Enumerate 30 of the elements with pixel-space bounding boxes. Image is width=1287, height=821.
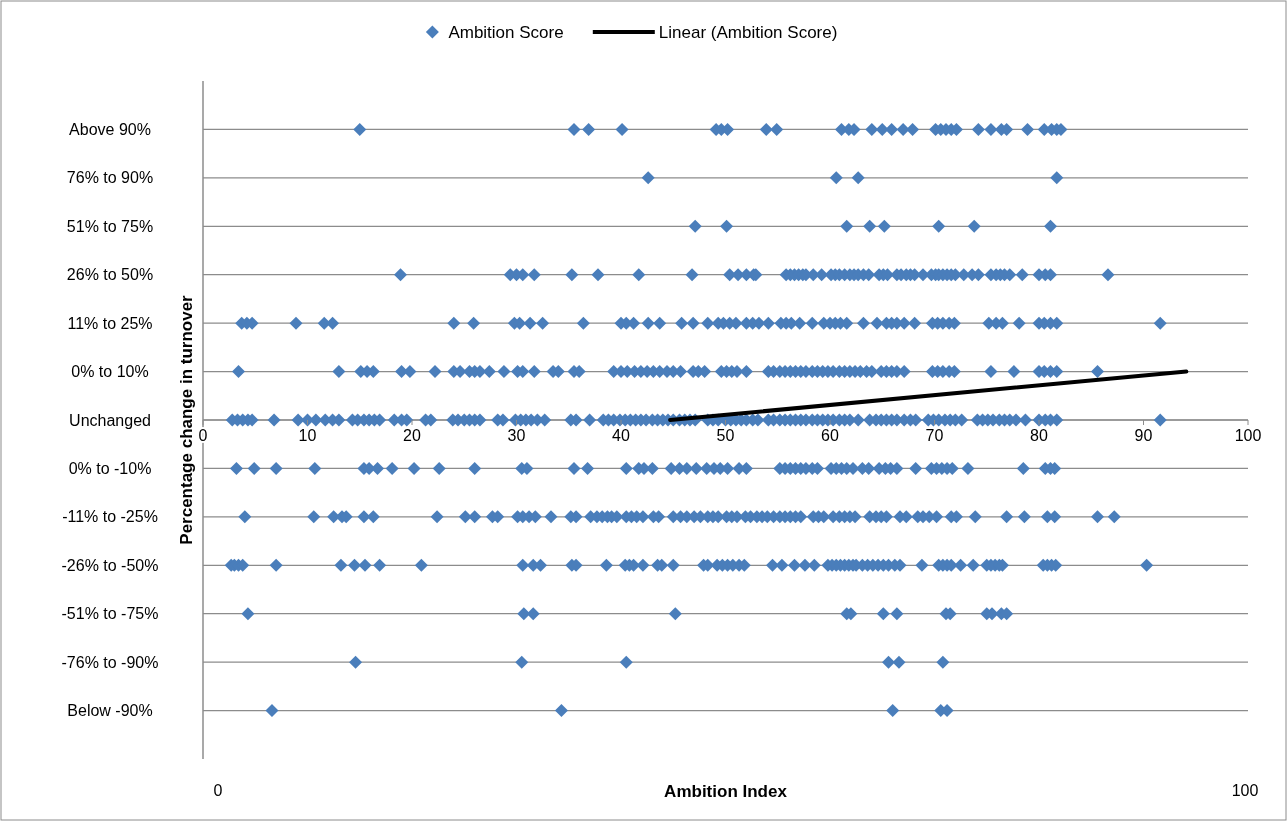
x-tick-label: 0 [198,427,208,444]
y-tick-label: -26% to -50% [61,556,159,574]
y-tick-label: -11% to -25% [62,508,158,526]
y-tick-label: 76% to 90% [66,169,154,187]
y-axis-title: Percentage change in turnover [177,294,196,545]
x-tick-label: 10 [298,427,317,444]
y-tick-label: 11% to 25% [67,314,153,332]
x-axis-title: Ambition Index [664,782,788,801]
y-tick-label: Below -90% [67,702,153,720]
legend-label: Ambition Score [448,22,564,42]
x-tick-label: 50 [716,427,735,444]
y-tick-label: 26% to 50% [66,266,154,284]
y-tick-label: 0% to -10% [68,460,152,478]
y-tick-label: Above 90% [69,121,151,139]
x-tick-label: 90 [1134,427,1153,444]
x-tick-label: 20 [403,427,421,444]
y-tick-label: Unchanged [69,411,151,429]
x-tick-label: 30 [507,427,526,444]
legend-label: Linear (Ambition Score) [658,22,838,42]
x-tick-label: 40 [612,427,630,444]
y-tick-label: -51% to -75% [61,605,159,623]
x-tick-label: 60 [821,427,839,444]
x-tick-label: 100 [1234,427,1262,444]
y-tick-label: 0% to 10% [71,363,149,381]
x2-tick-label: 0 [213,782,223,799]
x2-tick-label: 100 [1231,782,1259,799]
y-tick-label: -76% to -90% [61,653,159,671]
x-tick-label: 70 [925,427,944,444]
x-tick-label: 80 [1030,427,1048,444]
y-tick-label: 51% to 75% [66,217,154,235]
